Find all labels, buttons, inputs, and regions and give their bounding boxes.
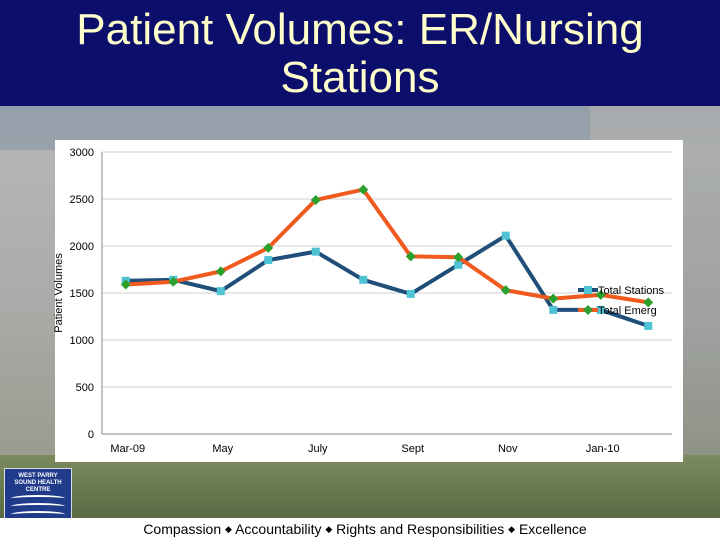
data-point-marker: [358, 184, 369, 195]
legend-label: Total Emerg: [598, 305, 657, 317]
logo-wave: [11, 503, 65, 510]
y-tick-label: 2000: [70, 241, 94, 253]
chart-panel: [55, 140, 683, 462]
data-point-marker: [596, 305, 605, 314]
y-tick-label: 500: [76, 382, 94, 394]
motto-compassion: Compassion: [143, 521, 222, 537]
x-axis-ticks: Mar-09 May July Sept Nov Jan-10: [110, 443, 619, 455]
logo-wave: [11, 511, 65, 518]
logo-text: WEST PARRY SOUND HEALTH CENTRE: [14, 473, 62, 493]
y-tick-label: 1500: [70, 288, 94, 300]
motto-accountability: Accountability: [235, 521, 322, 537]
motto-separator: ◆: [325, 524, 333, 534]
legend-label: Total Stations: [598, 285, 665, 297]
data-point-marker: [644, 321, 653, 330]
data-point-marker: [453, 252, 464, 263]
series-line: [125, 187, 649, 305]
data-point-marker: [405, 251, 416, 262]
data-point-marker: [120, 279, 131, 290]
x-tick-label: Mar-09: [110, 443, 145, 455]
data-point-marker: [216, 287, 225, 296]
x-tick-label: Jan-10: [586, 443, 620, 455]
y-tick-label: 1000: [70, 335, 94, 347]
footer-bar: [0, 518, 720, 540]
y-axis-label: Patient Volumes: [53, 253, 65, 333]
data-point-marker: [359, 275, 368, 284]
chart-series: [120, 184, 654, 330]
data-point-marker: [454, 260, 463, 269]
data-point-marker: [215, 266, 226, 277]
data-point-marker: [263, 242, 274, 253]
data-point-marker: [406, 289, 415, 298]
slide-title-line2: Stations: [280, 53, 440, 102]
y-tick-label: 3000: [70, 147, 94, 159]
data-point-marker: [168, 276, 179, 287]
legend-marker: [584, 286, 592, 294]
y-axis-ticks: 0 500 1000 1500 2000 2500 3000: [70, 147, 94, 441]
motto-separator: ◆: [225, 524, 232, 534]
slide-title: Patient Volumes: ER/Nursing Stations: [0, 6, 720, 102]
y-tick-label: 2500: [70, 194, 94, 206]
y-tick-label: 0: [88, 429, 94, 441]
logo-wave: [11, 495, 65, 502]
x-tick-label: July: [308, 443, 328, 455]
data-point-marker: [595, 289, 606, 300]
chart-legend: Total Stations Total Emerg: [578, 285, 665, 317]
data-point-marker: [501, 231, 510, 240]
data-point-marker: [311, 247, 320, 256]
slide-title-line1: Patient Volumes: ER/Nursing: [76, 5, 644, 54]
x-tick-label: Nov: [498, 443, 518, 455]
data-point-marker: [264, 256, 273, 265]
data-point-marker: [500, 285, 511, 296]
motto-excellence: Excellence: [518, 521, 587, 537]
series-line: [125, 233, 649, 328]
chart-grid: [101, 151, 672, 435]
data-point-marker: [548, 293, 559, 304]
background-building-left: [0, 150, 60, 480]
motto-rights: Rights and Responsibilities: [336, 521, 505, 537]
motto-separator: ◆: [508, 524, 516, 534]
title-bar: Patient Volumes: ER/Nursing Stations: [0, 0, 720, 106]
x-tick-label: Sept: [401, 443, 424, 455]
data-point-marker: [310, 194, 321, 205]
legend-marker: [583, 305, 593, 315]
x-tick-label: May: [212, 443, 233, 455]
data-point-marker: [643, 297, 654, 308]
motto: Compassion ◆ Accountability ◆ Rights and…: [135, 519, 595, 539]
data-point-marker: [549, 305, 558, 314]
